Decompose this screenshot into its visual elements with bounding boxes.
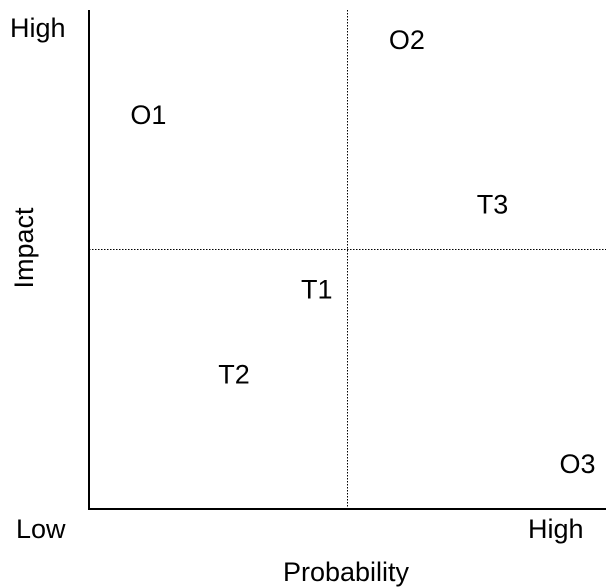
point-label-o1: O1 xyxy=(130,100,166,130)
point-labels-group: O1 O2 T3 T1 T2 O3 xyxy=(130,25,595,479)
point-label-t3: T3 xyxy=(477,190,509,220)
point-label-o2: O2 xyxy=(389,25,425,55)
x-axis-title: Probability xyxy=(283,557,410,587)
x-axis-high-label: High xyxy=(528,514,584,544)
point-label-t1: T1 xyxy=(301,274,333,304)
y-axis-title: Impact xyxy=(9,207,39,289)
point-label-t2: T2 xyxy=(218,359,250,389)
x-axis-low-label: Low xyxy=(16,514,66,544)
point-label-o3: O3 xyxy=(559,449,595,479)
y-axis-high-label: High xyxy=(10,13,66,43)
